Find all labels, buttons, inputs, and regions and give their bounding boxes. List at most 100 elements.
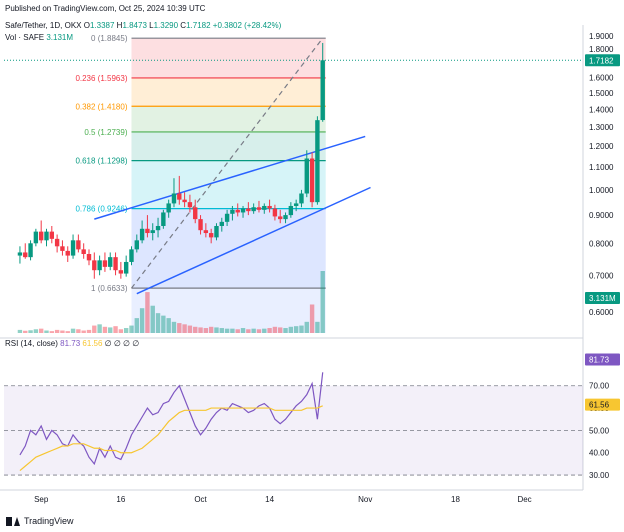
volume-bar — [65, 331, 70, 333]
candle-body — [155, 225, 161, 231]
volume-bar — [208, 326, 214, 333]
last-price-badge-label: 1.7182 — [589, 56, 614, 65]
fib-zone — [131, 160, 326, 209]
volume-bar — [60, 330, 65, 333]
candle-body — [246, 208, 251, 212]
volume-bar — [102, 326, 108, 333]
volume-bar — [293, 326, 299, 333]
volume-bar — [145, 292, 150, 333]
candle-body — [219, 221, 224, 226]
volume-label[interactable]: Vol · SAFE — [5, 33, 45, 42]
rsi-ma-line — [19, 405, 323, 472]
volume-bar — [70, 328, 76, 333]
candle-body — [214, 225, 219, 238]
volume-bar — [108, 327, 113, 333]
price-tick-label: 1.0000 — [589, 186, 614, 195]
candle-body — [81, 249, 86, 255]
price-tick-label: 1.6000 — [589, 73, 614, 82]
time-tick-label: Sep — [34, 495, 49, 504]
candle-body — [60, 246, 65, 251]
fib-zone — [131, 131, 326, 161]
candle-body — [315, 120, 320, 203]
fib-level-label: 0.5 (1.2739) — [84, 128, 127, 137]
volume-value: 3.131M — [46, 33, 74, 42]
candle-body — [145, 228, 150, 234]
volume-bar — [177, 323, 182, 333]
volume-bar — [182, 324, 187, 333]
rsi-line — [19, 372, 324, 466]
candle-body — [86, 254, 92, 261]
candle-body — [304, 158, 309, 194]
candle-body — [320, 60, 325, 121]
candle-body — [102, 260, 108, 267]
lower-channel-line — [136, 186, 371, 295]
candle-body — [161, 212, 166, 226]
volume-bar — [38, 328, 44, 333]
candle-body — [118, 270, 124, 274]
candle-body — [293, 203, 299, 206]
rsi-label[interactable]: RSI (14, close) — [5, 339, 58, 348]
price-tick-label: 0.8000 — [589, 239, 614, 248]
volume-bar — [230, 328, 235, 333]
rsi-ma-badge-label: 61.56 — [589, 401, 610, 410]
volume-bar — [267, 328, 272, 333]
volume-bar — [315, 321, 320, 333]
volume-bar — [49, 331, 55, 333]
price-tick-label: 0.9000 — [589, 211, 614, 220]
candle-body — [272, 208, 278, 217]
volume-bar — [129, 325, 134, 333]
tradingview-logo-text: TradingView — [24, 516, 74, 526]
candle-body — [203, 230, 209, 234]
candle-body — [267, 205, 272, 209]
rsi-legend-value: 81.73 — [60, 339, 81, 348]
close-label: C — [180, 21, 187, 30]
volume-bar — [219, 328, 224, 333]
volume-bar — [54, 329, 60, 333]
candle-body — [108, 257, 113, 267]
volume-bar — [214, 327, 219, 333]
time-tick-label: 18 — [451, 495, 460, 504]
published-text: Published on TradingView.com, Oct 25, 20… — [5, 4, 206, 13]
candle-body — [150, 230, 155, 234]
high-label: H — [116, 21, 123, 30]
candle-body — [33, 231, 39, 244]
last-price-badge — [585, 54, 620, 67]
close-value: 1.7182 — [186, 21, 211, 30]
fib-trend-line — [131, 37, 324, 289]
volume-bar — [246, 329, 251, 333]
rsi-legend-ma: 61.56 — [82, 339, 103, 348]
candle-body — [166, 203, 171, 213]
price-tick-label: 1.1000 — [589, 163, 614, 172]
volume-badge — [585, 292, 620, 304]
volume-bar — [33, 329, 39, 333]
volume-bar — [123, 328, 129, 333]
volume-bar — [193, 326, 198, 333]
candle-body — [113, 257, 118, 271]
candle-body — [230, 209, 235, 214]
fib-level-label: 0.236 (1.5963) — [75, 74, 127, 83]
volume-bar — [166, 318, 171, 333]
volume-legend: Vol · SAFE 3.131M — [5, 33, 73, 42]
rsi-value-badge — [585, 353, 620, 366]
rsi-legend-extra: ∅ ∅ ∅ ∅ — [104, 339, 140, 348]
candle-body — [171, 193, 177, 204]
candle-body — [278, 216, 283, 220]
volume-bar — [86, 329, 92, 333]
volume-bar — [224, 328, 230, 333]
low-label: L — [149, 21, 154, 30]
volume-bar — [44, 330, 49, 333]
candle-body — [288, 205, 294, 216]
symbol-name[interactable]: Safe/Tether, 1D, OKX — [5, 21, 82, 30]
upper-channel-line — [94, 135, 366, 220]
candle-body — [134, 240, 139, 250]
candle-body — [38, 231, 44, 241]
open-value: 1.3387 — [89, 21, 115, 30]
rsi-legend: RSI (14, close) 81.73 61.56 ∅ ∅ ∅ ∅ — [5, 339, 139, 348]
volume-bar — [187, 325, 193, 333]
volume-bar — [283, 328, 288, 333]
candle-body — [182, 199, 187, 203]
candle-body — [76, 240, 81, 250]
volume-bar — [81, 330, 86, 333]
volume-bar — [161, 315, 166, 333]
